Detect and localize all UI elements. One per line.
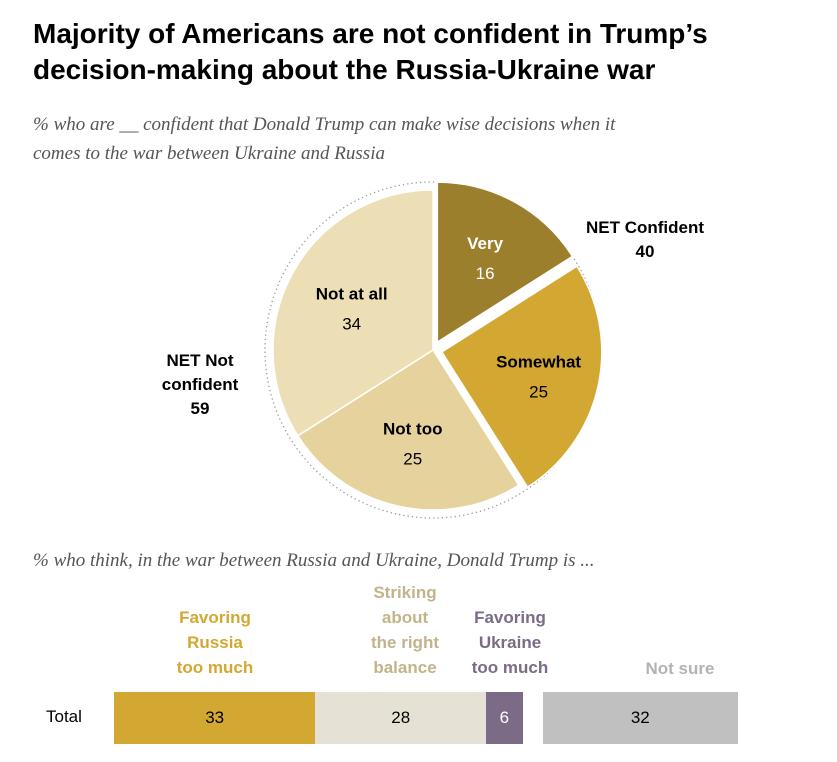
legend-favoring-russia-line-1: Favoring [179,608,251,627]
pie-value-not-too: 25 [403,450,422,469]
pie-label-very: Very [467,234,503,253]
net-not-confident-label: NET Not confident 59 [135,349,265,421]
pie-subtitle-line-1: % who are __ confident that Donald Trump… [33,114,616,135]
bar-favoring-ukraine: 6 [486,692,523,744]
pie-slice-very [436,181,574,344]
net-confident-value: 40 [635,242,655,261]
legend-right-balance-line-2: about [381,608,429,627]
net-not-confident-value: 59 [190,399,210,418]
pie-value-very: 16 [476,264,495,283]
legend-not-sure: Not sure [600,656,760,681]
bar-favoring-russia-value: 33 [205,708,225,727]
pie-label-not-at-all: Not at all [316,284,388,303]
pie-subtitle-line-2: comes to the war between Ukraine and Rus… [33,143,385,164]
pie-slices [272,181,603,511]
pie-value-not-at-all: 34 [342,314,361,333]
bar-right-balance-value: 28 [391,708,411,727]
bar-subtitle: % who think, in the war between Russia a… [33,550,595,571]
pie-labels: Very 16 Somewhat 25 Not too 25 Not at all 34 [316,234,582,468]
pie-subtitle: % who are __ confident that Donald Trump… [33,110,833,168]
bar-row-label: Total [46,707,82,726]
net-not-confident-title-1: NET Not [166,351,234,370]
chart-title-line-2: decision-making about the Russia-Ukraine… [33,54,656,85]
pie-slice-not-too [296,348,520,511]
chart-title: Majority of Americans are not confident … [33,16,823,88]
pie-label-somewhat: Somewhat [496,353,581,372]
legend-right-balance: Striking about the right balance [335,580,475,680]
legend-right-balance-line-3: the right [371,633,439,652]
bar-not-sure: 32 [542,692,738,744]
legend-favoring-russia-line-3: too much [176,658,254,677]
pie-value-somewhat: 25 [529,383,548,402]
legend-favoring-ukraine: Favoring Ukraine too much [450,605,570,680]
legend-favoring-russia-line-2: Russia [187,633,243,652]
pie-slice-not-at-all [272,189,434,437]
legend-right-balance-line-1: Striking [373,583,437,602]
net-confident-label: NET Confident 40 [560,216,730,264]
pie-chart: Very 16 Somewhat 25 Not too 25 Not at all 34 [264,181,603,519]
net-confident-title: NET Confident [585,218,705,237]
pie-label-not-too: Not too [383,420,442,439]
legend-favoring-ukraine-line-1: Favoring [474,608,546,627]
legend-favoring-ukraine-line-2: Ukraine [478,633,542,652]
chart-title-line-1: Majority of Americans are not confident … [33,18,708,49]
bar-favoring-russia: 33 [114,692,316,744]
bar-right-balance: 28 [315,692,487,744]
legend-favoring-ukraine-line-3: too much [471,658,549,677]
legend-not-sure-line-1: Not sure [645,659,715,678]
bar-favoring-ukraine-value: 6 [499,708,510,727]
legend-right-balance-line-4: balance [373,658,437,677]
legend-favoring-russia: Favoring Russia too much [130,605,300,680]
bar-not-sure-value: 32 [630,708,650,727]
pie-slice-somewhat [440,265,603,489]
net-not-confident-title-2: confident [161,375,239,394]
